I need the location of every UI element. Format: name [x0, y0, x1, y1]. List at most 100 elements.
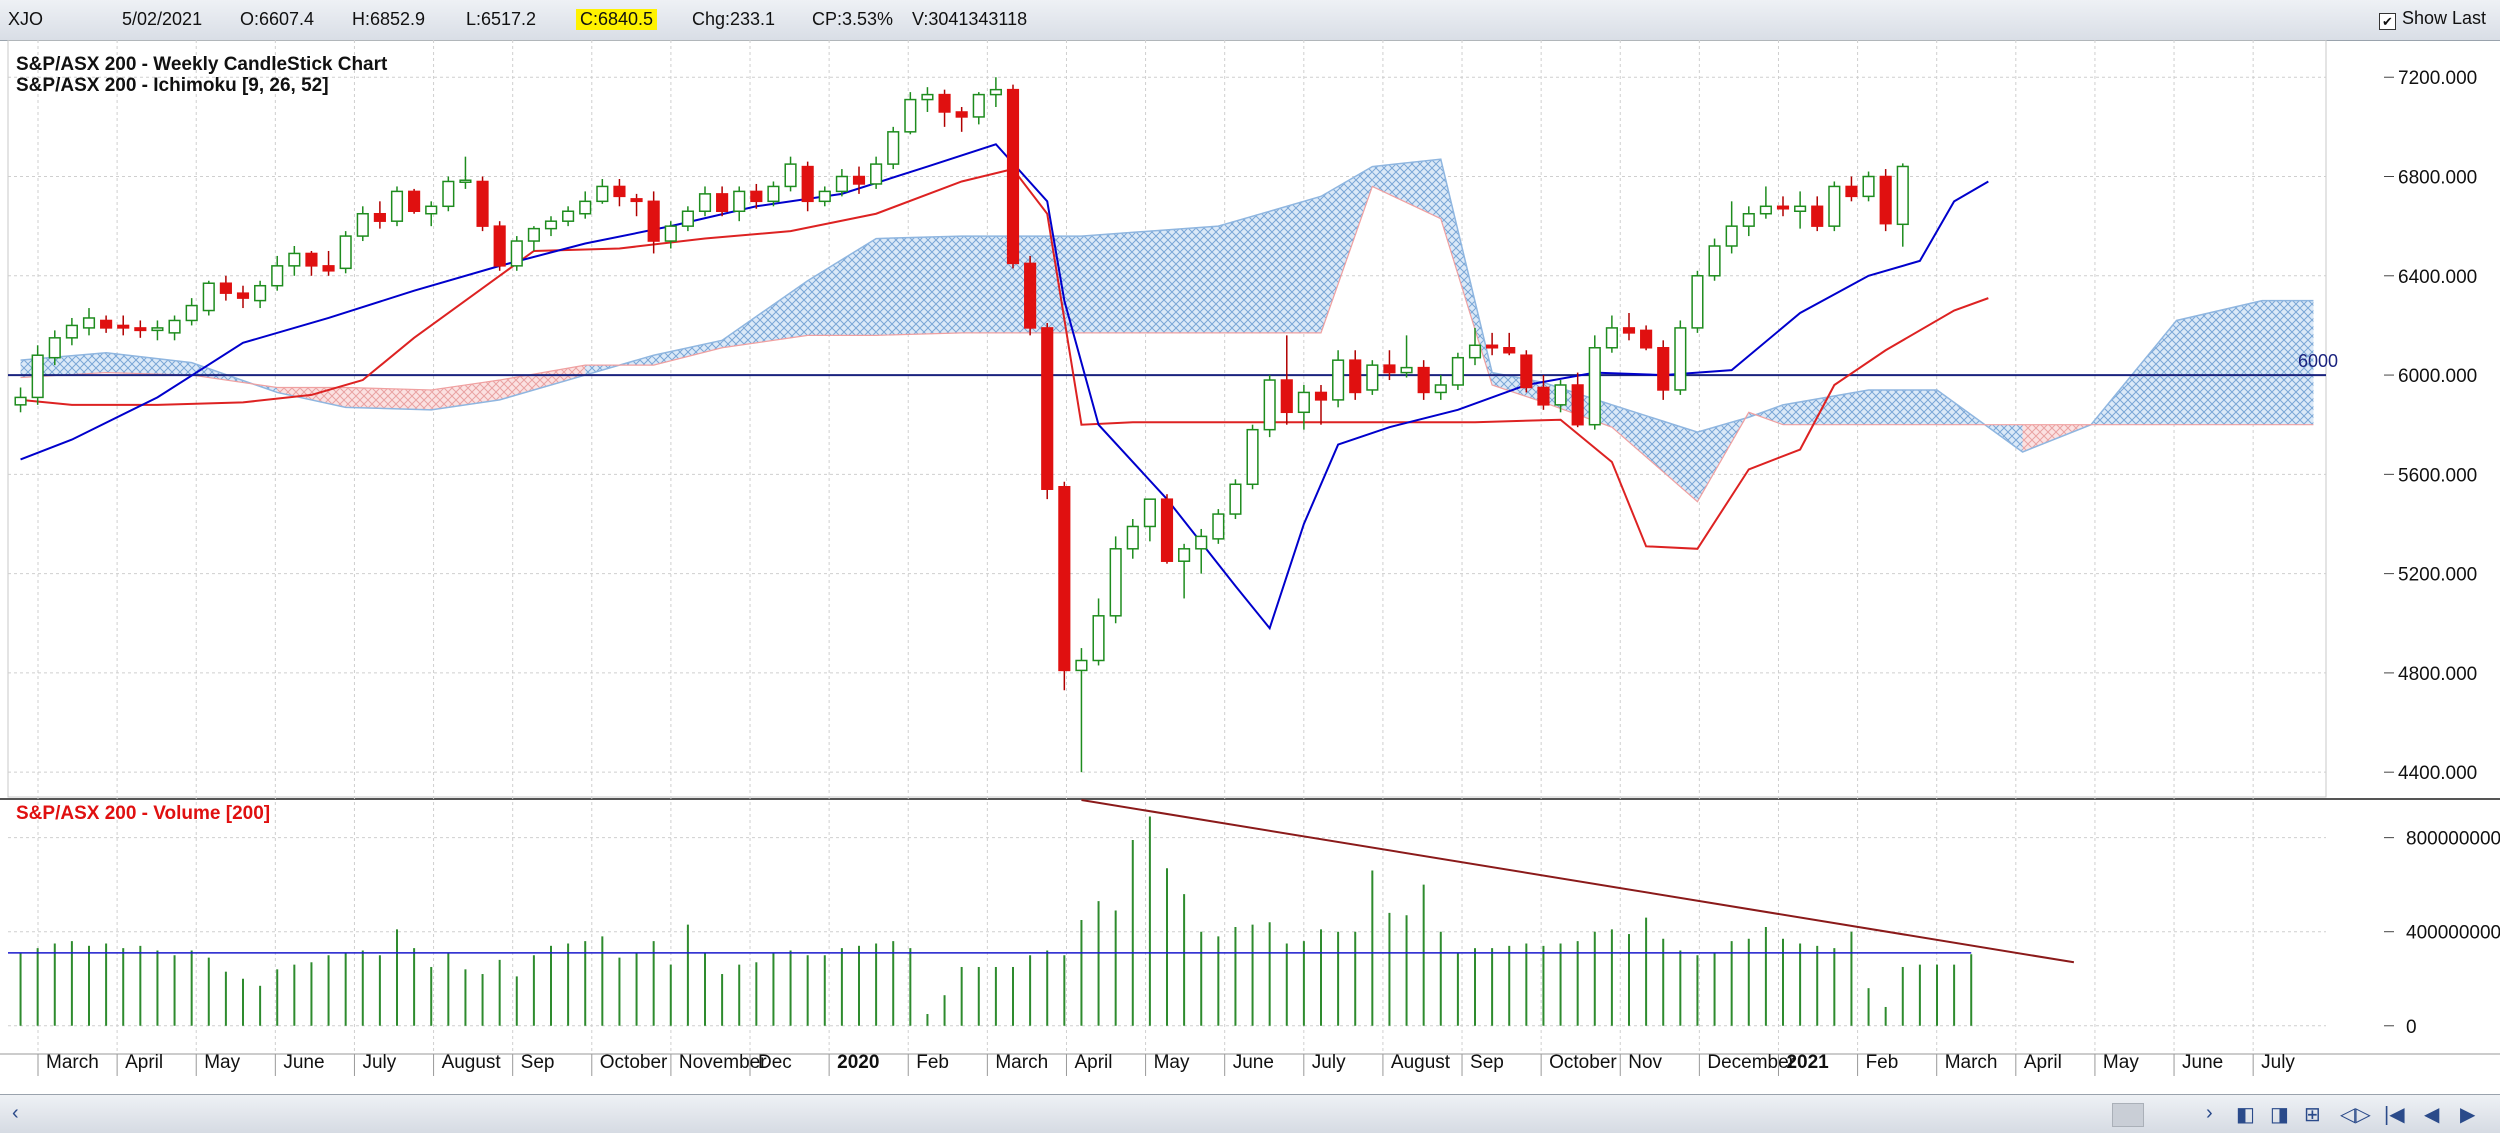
candle: [48, 330, 61, 366]
candle: [202, 280, 215, 316]
candle-body-up: [168, 319, 181, 334]
candle-body-up: [527, 227, 540, 242]
candle-body-down: [801, 165, 814, 203]
candle: [681, 206, 694, 232]
candle-body-down: [100, 319, 113, 329]
candle: [288, 246, 301, 276]
x-tick-label: July: [2261, 1052, 2295, 1073]
candle: [1759, 186, 1772, 219]
candle: [1212, 509, 1225, 544]
candle: [1657, 340, 1670, 400]
candle-body-up: [1263, 379, 1276, 431]
candle: [236, 285, 250, 309]
show-last-toggle[interactable]: ✔ Show Last: [2378, 8, 2486, 30]
candle: [1195, 528, 1208, 574]
candle: [1776, 196, 1790, 217]
candle-body-up: [1366, 364, 1379, 391]
candle: [1622, 313, 1636, 341]
candle-body-down: [322, 265, 335, 272]
candle-body-down: [236, 292, 250, 299]
candle-body-up: [1109, 548, 1122, 617]
candle-body-up: [271, 265, 284, 287]
candle: [1811, 196, 1824, 232]
candle: [579, 191, 592, 219]
go-start-icon[interactable]: |◀: [2384, 1104, 2405, 1126]
chart-area[interactable]: March April May June July August Sep October Nov…: [0, 40, 2500, 1094]
candle: [1229, 479, 1242, 520]
senkou-span-a: [20, 158, 2314, 453]
candle: [1024, 255, 1037, 336]
candle-body-up: [1434, 384, 1447, 394]
price-panel-frame: [7, 40, 2327, 798]
candle-body-up: [254, 284, 267, 302]
scrollbar-thumb[interactable]: [2112, 1103, 2144, 1127]
expand-icon[interactable]: ◁▷: [2340, 1104, 2371, 1126]
candle: [562, 206, 575, 227]
zoom-in-icon[interactable]: ◧: [2236, 1104, 2255, 1126]
candle: [1879, 169, 1892, 232]
candle-body-up: [596, 185, 609, 203]
candle-body-down: [955, 111, 968, 118]
candle-body-up: [767, 185, 780, 203]
zoom-out-icon[interactable]: ◨: [2270, 1104, 2289, 1126]
candle: [82, 308, 96, 336]
candle: [1862, 171, 1875, 202]
x-tick-label: December: [1707, 1052, 1795, 1073]
candle-body-up: [1588, 347, 1601, 426]
candle: [1400, 335, 1413, 378]
candle: [1383, 350, 1396, 381]
candle-body-up: [442, 180, 455, 208]
candle-body-up: [1143, 498, 1156, 528]
y-tick-label: 6000.000: [2398, 366, 2477, 387]
cloud-bullish: [1081, 226, 1219, 333]
cloud-bullish: [1783, 389, 1869, 425]
candle-body-up: [698, 193, 712, 213]
candle: [972, 92, 985, 125]
candle-body-up: [972, 93, 985, 118]
candle: [613, 178, 626, 207]
candle-body-down: [1486, 344, 1499, 349]
candle: [784, 156, 797, 192]
candle: [305, 250, 318, 276]
level-6000-label: 6000: [2298, 351, 2338, 371]
cloud-bullish: [2262, 300, 2314, 425]
candle: [1160, 494, 1174, 564]
chart-title: S&P/ASX 200 - Weekly CandleStick Chart: [16, 54, 388, 75]
candle: [1691, 270, 1704, 333]
candle: [31, 345, 44, 405]
candle: [442, 176, 455, 212]
candle: [322, 250, 335, 276]
candle-body-up: [818, 190, 831, 203]
x-tick-label: April: [125, 1052, 163, 1073]
step-back-icon[interactable]: ◀: [2424, 1104, 2440, 1126]
fit-view-icon[interactable]: ⊞: [2304, 1104, 2321, 1126]
candle-body-down: [1160, 498, 1174, 562]
candle-body-up: [202, 282, 215, 312]
x-tick-label: July: [362, 1052, 396, 1073]
show-last-checkbox[interactable]: ✔: [2378, 13, 2396, 30]
step-forward-icon[interactable]: ▶: [2460, 1104, 2476, 1126]
candle-body-up: [390, 190, 404, 222]
x-tick-label: 2020: [837, 1052, 879, 1073]
candle: [1794, 191, 1807, 229]
candle-body-down: [1571, 384, 1584, 426]
candle: [1178, 543, 1191, 599]
candle-body-up: [784, 163, 797, 188]
candle-body-up: [510, 240, 523, 267]
candle-body-down: [630, 198, 643, 203]
scroll-right-button[interactable]: ›: [2206, 1102, 2213, 1124]
y-tick-label: 6400.000: [2398, 267, 2477, 288]
date-label: 5/02/2021: [122, 9, 203, 29]
candle: [1503, 332, 1516, 356]
candle: [1246, 424, 1259, 490]
candle-body-up: [1400, 366, 1413, 374]
candle-body-up: [989, 88, 1002, 96]
candle-body-down: [1657, 347, 1670, 391]
y-tick-label: 6800.000: [2398, 168, 2477, 189]
candle: [493, 221, 506, 271]
candle: [1896, 163, 1909, 247]
cloud-bearish: [345, 387, 432, 410]
scroll-left-button[interactable]: ‹: [12, 1102, 19, 1124]
candle-body-down: [938, 93, 951, 113]
candle-body-down: [1845, 185, 1858, 198]
